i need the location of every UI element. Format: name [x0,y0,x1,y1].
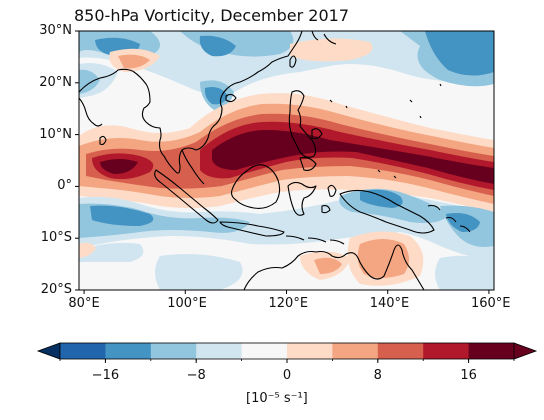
map-title: 850-hPa Vorticity, December 2017 [74,6,349,25]
colorbar-tick-label: 8 [373,368,382,383]
lat-tick-label: 20°N [39,74,72,90]
colorbar-segment [105,343,152,359]
lat-tick-label: 0° [57,178,72,194]
colorbar-segment [423,343,470,359]
colorbar-segment [287,343,333,359]
lon-tick-label: 80°E [68,296,100,311]
colorbar-segment [332,343,379,359]
colorbar [36,342,538,363]
colorbar-segment [468,343,515,359]
lat-tick-label: 30°N [39,23,72,38]
colorbar-segment [60,343,106,359]
lon-tick-label: 100°E [167,296,207,311]
coastlines [79,31,471,290]
lon-tick-label: 160°E [470,296,511,311]
colorbar-tick-label: 0 [282,368,292,383]
colorbar-tick-label: −8 [186,368,206,383]
colorbar-segment [196,343,243,359]
colorbar-extend-max [513,342,538,360]
vorticity-field [79,31,494,290]
colorbar-tick-label: 16 [460,368,477,383]
colorbar-segment [150,343,197,359]
lat-tick-label: 20°S [40,282,72,297]
colorbar-units-label: [10⁻⁵ s⁻¹] [246,391,308,406]
colorbar-tick-label: −16 [91,368,120,383]
colorbar-extend-min [36,342,61,360]
lon-tick-label: 120°E [268,296,309,311]
colorbar-segment [241,343,288,359]
lat-tick-label: 10°N [39,126,72,142]
axis-ticks [75,30,490,294]
lon-tick-label: 140°E [369,296,410,311]
colorbar-segment [377,343,424,359]
lat-tick-label: 10°S [40,230,72,246]
